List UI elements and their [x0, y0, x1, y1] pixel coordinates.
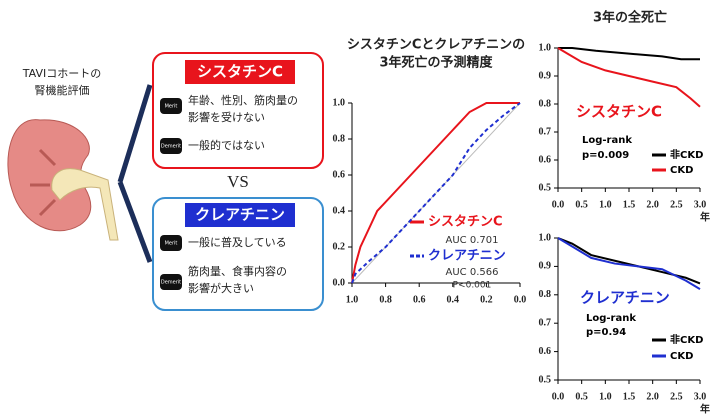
legend-label: シスタチンC [428, 215, 503, 230]
merit-icon [160, 98, 182, 114]
demerit-icon-label: Demerit [161, 144, 181, 150]
x-tick-label: 1.5 [623, 391, 636, 402]
legend-label: クレアチニン [428, 249, 506, 264]
annotation: p=0.94 [586, 327, 626, 338]
annotation: AUC 0.701 [446, 235, 499, 246]
x-tick-label: 0.5 [575, 391, 588, 402]
merit-text: 影響を受けない [188, 110, 265, 124]
legend-label: CKD [670, 351, 693, 362]
chart-title: シスタチンCとクレアチニンの [347, 38, 525, 53]
y-tick-label: 0.2 [333, 241, 346, 252]
chart-title: 3年死亡の予測精度 [379, 55, 493, 71]
arrow [117, 84, 153, 263]
demerit-icon-label: Demerit [161, 280, 181, 286]
merit-icon-label: Merit [165, 104, 178, 110]
y-tick-label: 0.7 [539, 126, 552, 137]
annotation: シスタチンC [576, 103, 662, 121]
y-tick-label: 0.8 [333, 133, 346, 144]
y-tick-label: 0.9 [539, 261, 552, 272]
demerit-icon [160, 274, 182, 290]
annotation: p=0.009 [582, 150, 629, 161]
y-tick-label: 0.8 [539, 289, 552, 300]
merit-text: 一般に普及している [188, 235, 287, 249]
series-line [557, 237, 701, 285]
demerit-text: 筋肉量、食事内容の [188, 264, 287, 278]
legend-label: CKD [670, 165, 693, 176]
series-line [351, 102, 520, 284]
x-tick-label: 2.0 [646, 391, 659, 402]
y-tick-label: 0.8 [539, 98, 552, 109]
annotation: クレアチニン [580, 289, 670, 307]
annotation: Log-rank [582, 135, 632, 146]
x-unit: 年 [700, 402, 710, 415]
legend-label: 非CKD [670, 148, 703, 161]
x-tick-label: 1.0 [599, 199, 612, 210]
x-tick-label: 0.4 [447, 294, 460, 305]
merit-icon [160, 235, 182, 251]
x-tick-label: 0.2 [480, 294, 493, 305]
x-tick-label: 1.0 [346, 294, 359, 305]
series-line [351, 102, 521, 284]
y-tick-label: 0.6 [539, 154, 552, 165]
legend-label: 非CKD [670, 333, 703, 346]
left-title: TAVIコホートの [22, 67, 101, 80]
creatinine-header [185, 203, 295, 227]
demerit-text: 一般的ではない [188, 138, 265, 152]
demerit-icon [160, 138, 182, 154]
y-tick-label: 0.6 [539, 346, 552, 357]
x-tick-label: 2.5 [670, 199, 683, 210]
y-tick-label: 0.4 [333, 205, 346, 216]
x-tick-label: 2.5 [670, 391, 683, 402]
x-tick-label: 0.0 [514, 294, 527, 305]
x-tick-label: 0.0 [552, 199, 565, 210]
x-tick-label: 2.0 [646, 199, 659, 210]
creatinine-title: クレアチニン [195, 206, 285, 224]
demerit-text: 影響が大きい [188, 281, 254, 295]
y-tick-label: 1.0 [333, 97, 346, 108]
merit-text: 年齢、性別、筋肉量の [188, 93, 298, 107]
y-tick-label: 0.7 [539, 317, 552, 328]
x-tick-label: 0.6 [413, 294, 426, 305]
x-tick-label: 0.5 [575, 199, 588, 210]
annotation: P<0.001 [453, 281, 492, 291]
y-tick-label: 1.0 [539, 232, 552, 243]
x-tick-label: 3.0 [694, 391, 707, 402]
x-tick-label: 3.0 [694, 199, 707, 210]
x-tick-label: 0.0 [552, 391, 565, 402]
left-title: 腎機能評価 [35, 83, 90, 97]
x-tick-label: 1.0 [599, 391, 612, 402]
series-line [557, 47, 701, 108]
cystatin-title: シスタチンC [197, 63, 283, 81]
y-tick-label: 0.5 [539, 374, 552, 385]
vs-label: VS [227, 172, 249, 191]
y-tick-label: 0.0 [333, 277, 346, 288]
x-tick-label: 1.5 [623, 199, 636, 210]
x-unit: 年 [700, 210, 710, 223]
y-tick-label: 0.5 [539, 182, 552, 193]
reference-line [351, 102, 521, 284]
cystatin-header [185, 60, 295, 84]
y-tick-label: 0.6 [333, 169, 346, 180]
y-tick-label: 0.9 [539, 70, 552, 81]
merit-icon-label: Merit [165, 241, 178, 247]
kidney-illustration [7, 119, 119, 241]
series-line [557, 237, 701, 290]
chart-title: 3年の全死亡 [593, 10, 667, 26]
series-line [558, 47, 700, 61]
x-tick-label: 0.8 [379, 294, 392, 305]
y-tick-label: 1.0 [539, 42, 552, 53]
annotation: Log-rank [586, 313, 636, 324]
annotation: AUC 0.566 [446, 267, 499, 278]
